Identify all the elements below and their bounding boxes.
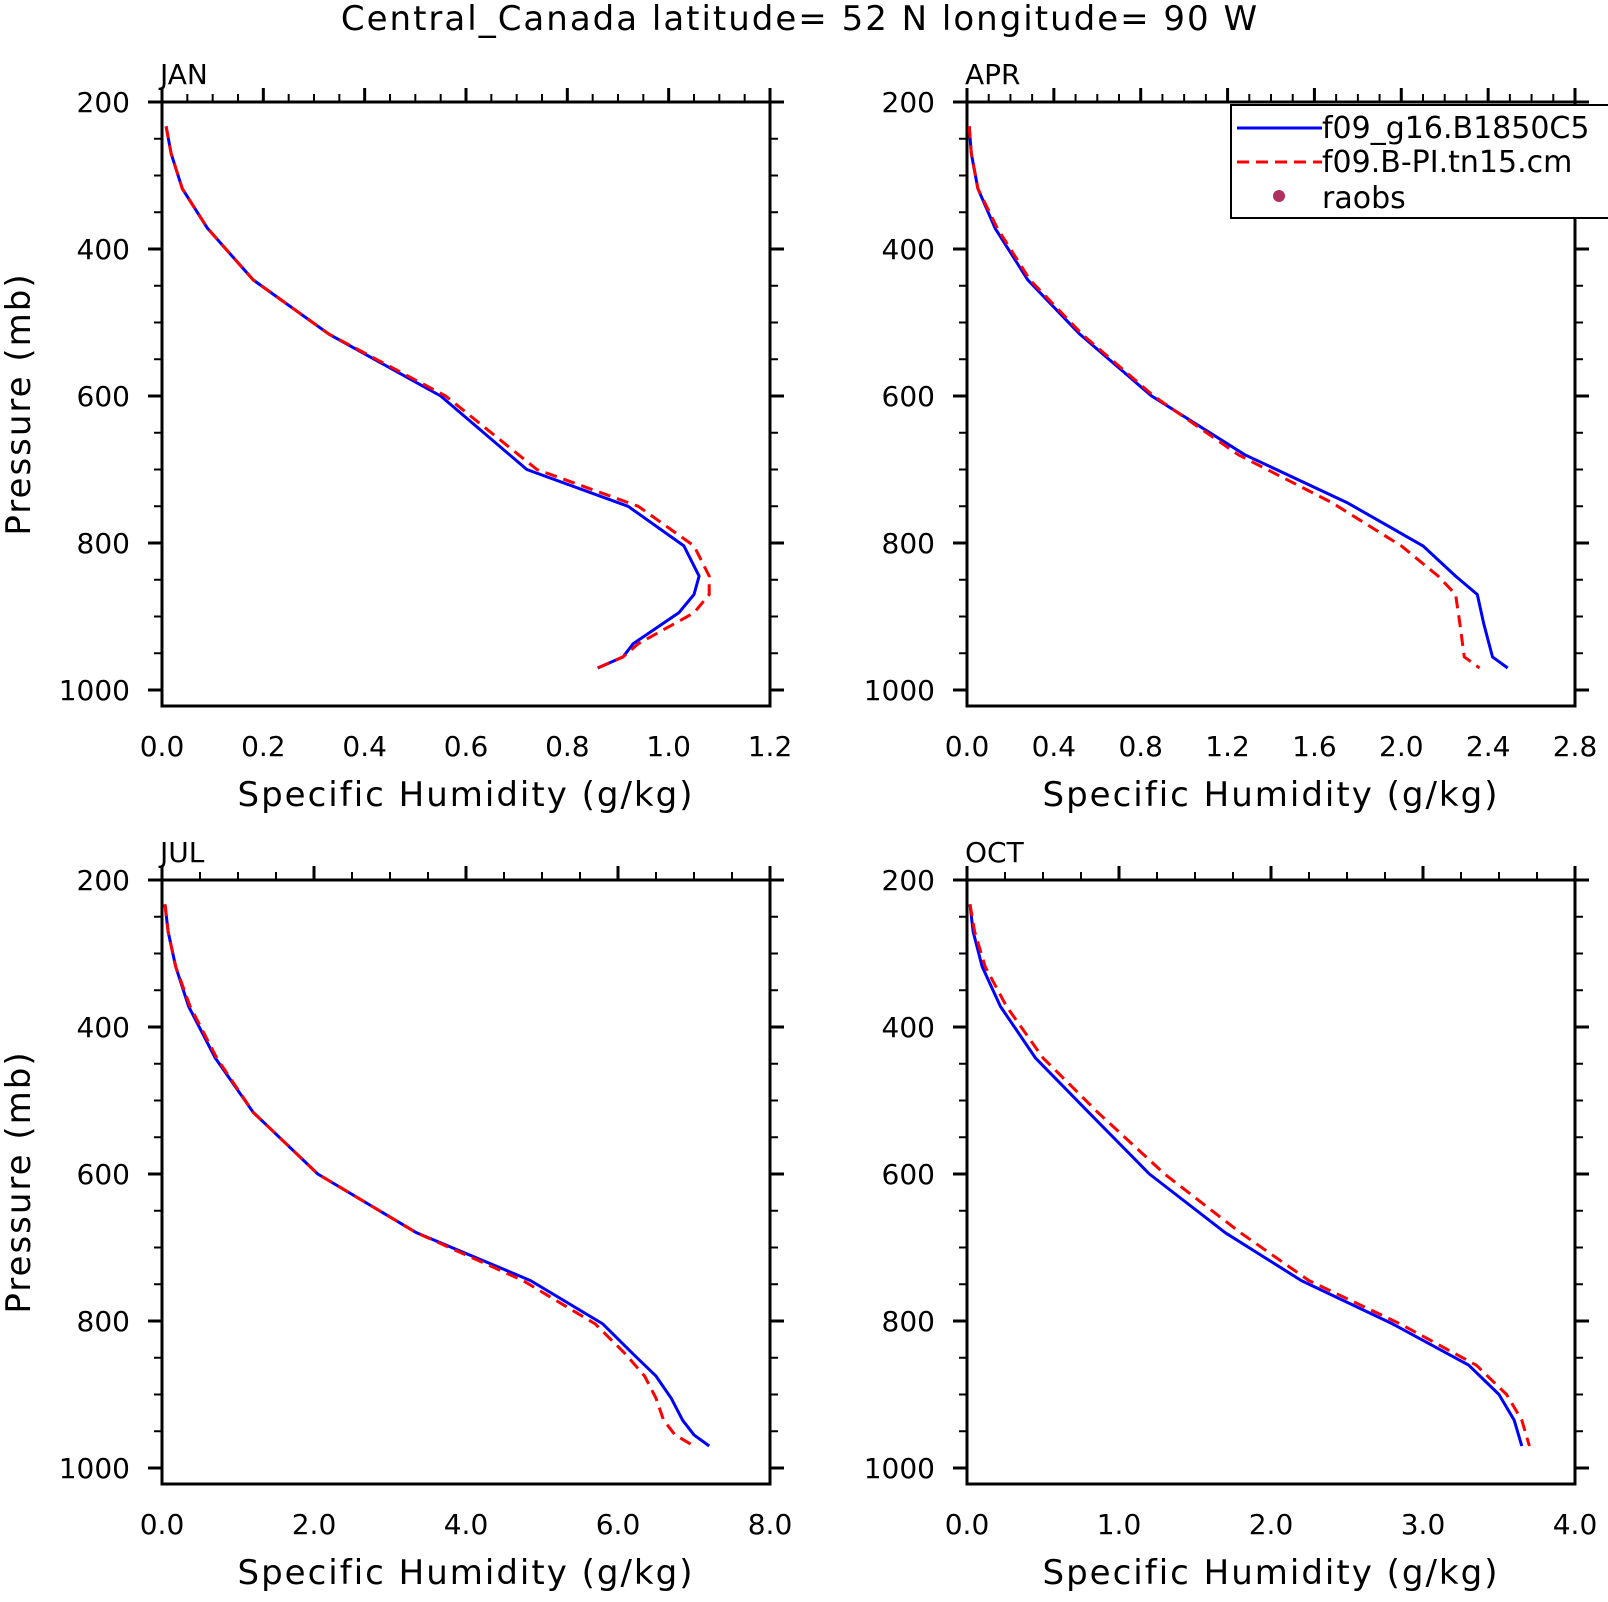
oct-ytick-label: 200 [882,864,935,897]
jul-ytick-label: 800 [77,1305,130,1338]
oct-xtick-label: 0.0 [945,1508,990,1541]
jul-xtick-label: 6.0 [596,1508,641,1541]
jan-panel-title: JAN [158,58,208,91]
jan-xtick-label: 0.4 [342,730,387,763]
oct-xtick-label: 2.0 [1249,1508,1294,1541]
jul-ytick-label: 600 [77,1158,130,1191]
legend-label-raobs: raobs [1322,181,1406,216]
apr-ytick-label: 200 [882,86,935,119]
jan-xtick-label: 0.2 [241,730,286,763]
jul-xtick-label: 8.0 [748,1508,793,1541]
jul-xtick-label: 2.0 [292,1508,337,1541]
apr-xtick-label: 2.0 [1379,730,1424,763]
jul-xlabel: Specific Humidity (g/kg) [238,1553,695,1593]
oct-ytick-label: 1000 [864,1452,935,1485]
oct-xtick-label: 3.0 [1401,1508,1446,1541]
panel-jan: 0.0 0.2 0.4 0.6 0.8 1.0 1.2 200 400 600 800 1000 JAN… [0,58,792,815]
legend-label-series2: f09.B-PI.tn15.cm [1322,145,1572,180]
panel-apr: 0.0 0.4 0.8 1.2 1.6 2.0 2.4 2.8 200 400 600 800 1000… [864,58,1598,815]
jan-xtick-label: 1.2 [748,730,793,763]
apr-xlabel: Specific Humidity (g/kg) [1043,775,1500,815]
jul-ytick-label: 200 [77,864,130,897]
legend-box [1230,104,1608,219]
jan-ylabel: Pressure (mb) [0,272,39,535]
oct-series-f09-b-pi-tn15-cm-line [968,904,1531,1447]
jan-xtick-label: 0.8 [545,730,590,763]
oct-plot-frame [965,878,1577,1486]
jan-ytick-label: 600 [77,380,130,413]
oct-ytick-label: 800 [882,1305,935,1338]
panel-jul: 0.0 2.0 4.0 6.0 8.0 200 400 600 800 1000 JUL Specif… [0,836,792,1593]
legend-marker-raobs [1273,190,1285,202]
oct-xtick-label: 1.0 [1097,1508,1142,1541]
jan-series-f09-g16-b1850c5-line [164,126,701,670]
main-title: Central_Canada latitude= 52 N longitude=… [341,0,1259,39]
apr-xtick-label: 0.4 [1032,730,1077,763]
apr-ytick-label: 1000 [864,674,935,707]
oct-panel-title: OCT [965,836,1025,869]
apr-xtick-label: 0.8 [1118,730,1163,763]
legend: f09_g16.B1850C5 f09.B-PI.tn15.cm raobs [1230,104,1608,219]
oct-xlabel: Specific Humidity (g/kg) [1043,1553,1500,1593]
jan-series-f09-b-pi-tn15-cm-line [164,126,711,670]
jan-ytick-label: 400 [77,233,130,266]
legend-label-series1: f09_g16.B1850C5 [1322,111,1589,146]
apr-xtick-label: 2.8 [1553,730,1598,763]
oct-series-f09-g16-b1850c5-line [968,904,1524,1447]
jul-plot-frame [160,878,772,1486]
jul-series-f09-g16-b1850c5-line [163,904,711,1448]
apr-xtick-label: 0.0 [945,730,990,763]
apr-xtick-label: 2.4 [1466,730,1511,763]
jan-xlabel: Specific Humidity (g/kg) [238,775,695,815]
jul-xtick-label: 0.0 [140,1508,185,1541]
apr-series-f09-b-pi-tn15-cm-line [967,126,1481,670]
jul-xtick-label: 4.0 [444,1508,489,1541]
jul-series-f09-b-pi-tn15-cm-line [163,904,695,1448]
jul-panel-title: JUL [158,836,205,869]
jan-plot-frame [160,100,772,708]
apr-ytick-label: 800 [882,527,935,560]
apr-panel-title: APR [965,58,1021,91]
apr-xtick-label: 1.6 [1292,730,1337,763]
jul-ytick-label: 400 [77,1011,130,1044]
oct-ytick-label: 400 [882,1011,935,1044]
apr-ytick-label: 600 [882,380,935,413]
apr-xtick-label: 1.2 [1205,730,1250,763]
oct-ytick-label: 600 [882,1158,935,1191]
jan-xtick-label: 1.0 [646,730,691,763]
jan-ytick-label: 1000 [59,674,130,707]
jan-ytick-label: 200 [77,86,130,119]
jan-xtick-label: 0.6 [444,730,489,763]
panel-oct: 0.0 1.0 2.0 3.0 4.0 200 400 600 800 1000 OCT Specif… [864,836,1598,1593]
jul-ylabel: Pressure (mb) [0,1050,39,1313]
jan-xtick-label: 0.0 [140,730,185,763]
jan-ytick-label: 800 [77,527,130,560]
apr-ytick-label: 400 [882,233,935,266]
oct-xtick-label: 4.0 [1553,1508,1598,1541]
jul-ytick-label: 1000 [59,1452,130,1485]
